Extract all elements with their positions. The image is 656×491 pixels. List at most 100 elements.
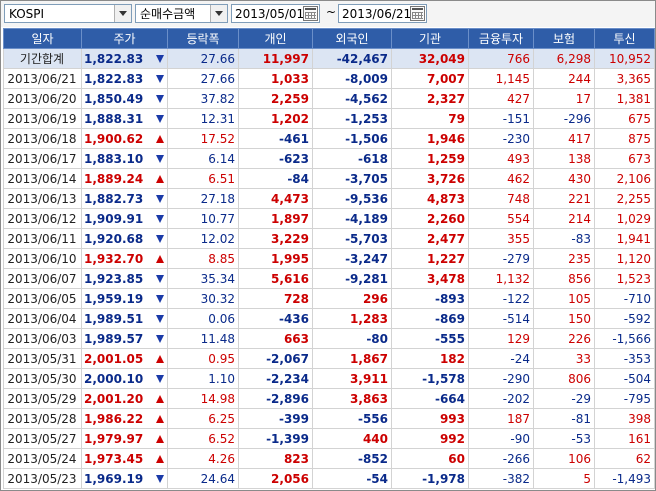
down-arrow-icon [156, 334, 164, 343]
toolbar: KOSPI 순매수금액 2013/05/01 ~ 2013/06/21 [1, 1, 655, 27]
market-select[interactable]: KOSPI [4, 4, 132, 23]
cell-change: 24.64 [167, 468, 239, 489]
table-row[interactable]: 2013/05/31 2,001.05 0.95 -2,067 1,867 182 -24 3… [3, 348, 655, 369]
table-row[interactable]: 2013/05/27 1,979.97 6.52 -1,399 440 992 -90 -53… [3, 428, 655, 449]
column-header-institution[interactable]: 기관 [391, 28, 469, 49]
cell-date: 2013/06/14 [3, 168, 82, 189]
table-row[interactable]: 2013/06/18 1,900.62 17.52 -461 -1,506 1,946 -2… [3, 128, 655, 149]
cell-institution: 3,478 [391, 268, 469, 289]
cell-individual: -436 [238, 308, 313, 329]
metric-select[interactable]: 순매수금액 [135, 4, 228, 23]
up-arrow-icon [156, 434, 164, 443]
table-row[interactable]: 2013/06/03 1,989.57 11.48 663 -80 -555 129 226-… [3, 328, 655, 349]
cell-individual: 5,616 [238, 268, 313, 289]
cell-individual: 11,997 [238, 48, 313, 69]
table-row[interactable]: 2013/06/14 1,889.24 6.51 -84 -3,705 3,726 462 4… [3, 168, 655, 189]
cell-institution: -1,578 [391, 368, 469, 389]
column-header-foreign[interactable]: 외국인 [312, 28, 392, 49]
cell-price: 1,989.57 [81, 328, 168, 349]
column-header-investment-trust[interactable]: 투신 [594, 28, 655, 49]
cell-insurance: -296 [533, 108, 595, 129]
cell-financial-investment: -122 [468, 288, 534, 309]
cell-investment-trust: -1,493 [594, 468, 655, 489]
cell-date: 2013/06/12 [3, 208, 82, 229]
cell-date: 2013/05/28 [3, 408, 82, 429]
table-row[interactable]: 2013/06/21 1,822.83 27.66 1,033 -8,009 7,007 1… [3, 68, 655, 89]
table-row[interactable]: 2013/06/10 1,932.70 8.85 1,995 -3,247 1,227 -2… [3, 248, 655, 269]
cell-price: 1,989.51 [81, 308, 168, 329]
cell-change: 12.31 [167, 108, 239, 129]
cell-price: 1,920.68 [81, 228, 168, 249]
cell-individual: 1,202 [238, 108, 313, 129]
column-header-change[interactable]: 등락폭 [167, 28, 239, 49]
cell-change: 14.98 [167, 388, 239, 409]
cell-individual: 823 [238, 448, 313, 469]
column-header-financial-investment[interactable]: 금융투자 [468, 28, 534, 49]
date-to-field[interactable]: 2013/06/21 [338, 4, 427, 23]
cell-change: 4.26 [167, 448, 239, 469]
chevron-down-icon[interactable] [210, 5, 227, 22]
up-arrow-icon [156, 454, 164, 463]
cell-date: 2013/06/10 [3, 248, 82, 269]
cell-investment-trust: -710 [594, 288, 655, 309]
table-row[interactable]: 2013/06/07 1,923.85 35.34 5,616 -9,281 3,478 1… [3, 268, 655, 289]
table-row[interactable]: 2013/05/30 2,000.10 1.10 -2,234 3,911 -1,578-… [3, 368, 655, 389]
column-header-date[interactable]: 일자 [3, 28, 82, 49]
table-row[interactable]: 2013/05/23 1,969.19 24.64 2,056 -54 -1,978 -38… [3, 468, 655, 489]
column-header-individual[interactable]: 개인 [238, 28, 313, 49]
table-row[interactable]: 2013/05/29 2,001.20 14.98 -2,896 3,863 -664 -2… [3, 388, 655, 409]
cell-individual: -84 [238, 168, 313, 189]
price-value: 1,989.57 [84, 331, 144, 346]
cell-institution: 993 [391, 408, 469, 429]
price-value: 1,883.10 [84, 151, 144, 166]
cell-foreign: -80 [312, 328, 392, 349]
cell-date: 2013/06/21 [3, 68, 82, 89]
cell-date: 2013/05/29 [3, 388, 82, 409]
calendar-icon[interactable] [303, 6, 318, 21]
price-value: 1,850.49 [84, 91, 144, 106]
price-value: 1,932.70 [84, 251, 144, 266]
cell-change: 0.06 [167, 308, 239, 329]
price-value: 1,973.45 [84, 451, 144, 466]
table-row[interactable]: 2013/05/28 1,986.22 6.25 -399 -556 993 187 -81 3… [3, 408, 655, 429]
table-row[interactable]: 2013/06/19 1,888.31 12.31 1,202 -1,253 79 -151… [3, 108, 655, 129]
table-row[interactable]: 2013/06/20 1,850.49 37.82 2,259 -4,562 2,327 4… [3, 88, 655, 109]
table-row[interactable]: 2013/05/24 1,973.45 4.26 823 -852 60 -266 106 62 [3, 448, 655, 469]
table-row[interactable]: 2013/06/04 1,989.51 0.06 -436 1,283 -869 -514 1… [3, 308, 655, 329]
table-row[interactable]: 2013/06/17 1,883.10 6.14 -623 -618 1,259 493 13… [3, 148, 655, 169]
down-arrow-icon [156, 154, 164, 163]
cell-change: 35.34 [167, 268, 239, 289]
table-row[interactable]: 2013/06/12 1,909.91 10.77 1,897 -4,189 2,260 5… [3, 208, 655, 229]
period-total-row[interactable]: 기간합계 1,822.83 27.66 11,997 -42,467 32,049 766 6… [3, 48, 655, 69]
cell-individual: -2,067 [238, 348, 313, 369]
table-row[interactable]: 2013/06/11 1,920.68 12.02 3,229 -5,703 2,477 3… [3, 228, 655, 249]
table-row[interactable]: 2013/06/13 1,882.73 27.18 4,473 -9,536 4,873 7… [3, 188, 655, 209]
cell-investment-trust: 10,952 [594, 48, 655, 69]
cell-change: 27.18 [167, 188, 239, 209]
date-from-field[interactable]: 2013/05/01 [231, 4, 320, 23]
cell-foreign: -1,253 [312, 108, 392, 129]
cell-insurance: 430 [533, 168, 595, 189]
cell-investment-trust: 2,106 [594, 168, 655, 189]
price-value: 1,959.19 [84, 291, 144, 306]
column-header-insurance[interactable]: 보험 [533, 28, 595, 49]
cell-foreign: 296 [312, 288, 392, 309]
calendar-icon[interactable] [410, 6, 425, 21]
cell-institution: -893 [391, 288, 469, 309]
cell-institution: 2,260 [391, 208, 469, 229]
column-header-price[interactable]: 주가 [81, 28, 168, 49]
cell-financial-investment: -24 [468, 348, 534, 369]
price-value: 1,989.51 [84, 311, 144, 326]
cell-change: 17.52 [167, 128, 239, 149]
table-row[interactable]: 2013/06/05 1,959.19 30.32 728 296 -893 -122 105… [3, 288, 655, 309]
cell-institution: 7,007 [391, 68, 469, 89]
down-arrow-icon [156, 194, 164, 203]
date-range-separator: ~ [326, 5, 337, 19]
cell-price: 1,909.91 [81, 208, 168, 229]
cell-individual: 2,259 [238, 88, 313, 109]
chevron-down-icon[interactable] [114, 5, 131, 22]
cell-price: 1,969.19 [81, 468, 168, 489]
price-value: 1,900.62 [84, 131, 144, 146]
cell-investment-trust: 675 [594, 108, 655, 129]
cell-individual: 663 [238, 328, 313, 349]
